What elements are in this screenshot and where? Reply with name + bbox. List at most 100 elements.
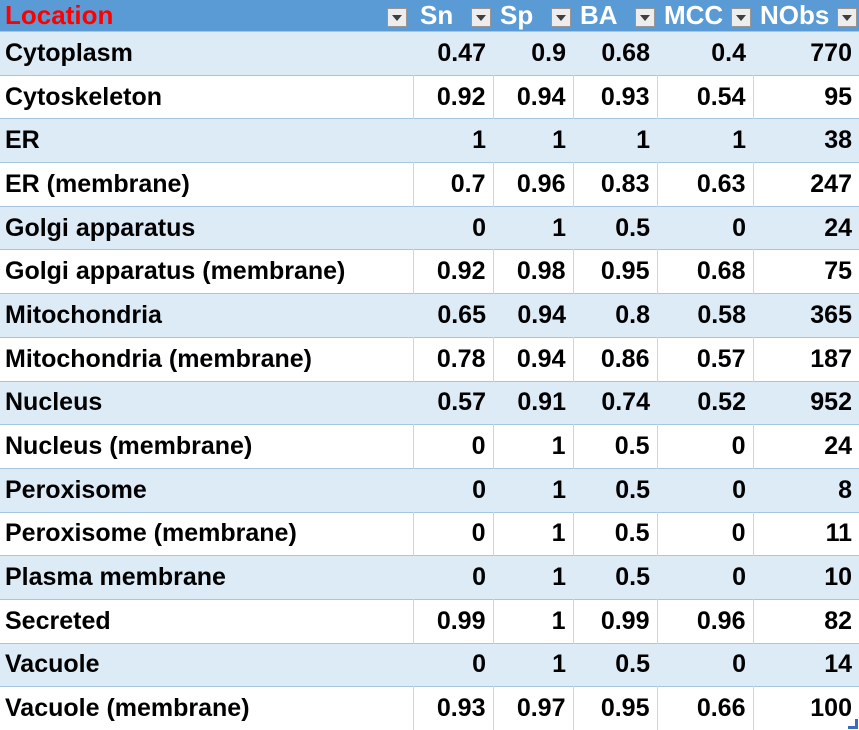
cell-nobs[interactable]: 95	[753, 74, 859, 119]
cell-ba[interactable]: 0.95	[573, 686, 658, 730]
cell-mcc[interactable]: 0.58	[657, 293, 753, 338]
cell-mcc[interactable]: 0	[657, 511, 754, 556]
cell-ba[interactable]: 0.5	[573, 642, 657, 687]
cell-sn[interactable]: 0	[413, 555, 493, 600]
cell-sn[interactable]: 0.92	[413, 74, 494, 119]
cell-sp[interactable]: 1	[493, 205, 573, 250]
cell-location[interactable]: Mitochondria	[0, 293, 413, 338]
cell-nobs[interactable]: 38	[753, 118, 859, 163]
filter-dropdown-button-sp[interactable]	[551, 8, 571, 27]
column-header-sp[interactable]: Sp	[493, 0, 573, 32]
cell-mcc[interactable]: 0	[657, 467, 753, 513]
cell-ba[interactable]: 0.5	[573, 424, 658, 469]
table-resize-handle[interactable]	[848, 719, 858, 729]
column-header-ba[interactable]: BA	[573, 0, 657, 32]
cell-sp[interactable]: 0.97	[493, 686, 574, 730]
cell-sn[interactable]: 0.65	[413, 293, 493, 338]
cell-ba[interactable]: 0.5	[573, 555, 657, 600]
cell-location[interactable]: Golgi apparatus (membrane)	[0, 249, 414, 294]
cell-location[interactable]: Cytoplasm	[0, 31, 413, 76]
cell-ba[interactable]: 0.99	[573, 598, 658, 644]
cell-sn[interactable]: 0	[413, 424, 494, 469]
cell-ba[interactable]: 0.95	[573, 249, 658, 294]
cell-nobs[interactable]: 187	[753, 336, 859, 381]
cell-nobs[interactable]: 8	[753, 467, 859, 513]
cell-sp[interactable]: 0.94	[493, 336, 574, 381]
cell-location[interactable]: Nucleus	[0, 380, 413, 425]
cell-sp[interactable]: 0.91	[493, 380, 573, 425]
cell-ba[interactable]: 0.68	[573, 31, 657, 76]
cell-sp[interactable]: 0.96	[493, 162, 574, 207]
cell-location[interactable]: Vacuole (membrane)	[0, 686, 414, 730]
cell-nobs[interactable]: 247	[753, 162, 859, 207]
cell-ba[interactable]: 0.83	[573, 162, 658, 207]
cell-nobs[interactable]: 75	[753, 249, 859, 294]
cell-location[interactable]: Mitochondria (membrane)	[0, 336, 414, 381]
cell-location[interactable]: Vacuole	[0, 642, 413, 687]
cell-nobs[interactable]: 365	[753, 293, 859, 338]
cell-location[interactable]: Cytoskeleton	[0, 74, 414, 119]
cell-sn[interactable]: 0.78	[413, 336, 494, 381]
cell-location[interactable]: Peroxisome (membrane)	[0, 511, 414, 556]
cell-location[interactable]: Golgi apparatus	[0, 205, 413, 250]
cell-sn[interactable]: 1	[413, 118, 493, 163]
cell-sn[interactable]: 0.99	[413, 598, 494, 644]
column-header-nobs[interactable]: NObs	[753, 0, 859, 32]
column-header-mcc[interactable]: MCC	[657, 0, 753, 32]
cell-nobs[interactable]: 11	[753, 511, 859, 556]
cell-sp[interactable]: 0.94	[493, 74, 574, 119]
cell-sn[interactable]: 0.93	[413, 686, 494, 730]
cell-sp[interactable]: 1	[493, 642, 573, 687]
filter-dropdown-button-ba[interactable]	[635, 8, 655, 27]
filter-dropdown-button-location[interactable]	[387, 8, 407, 27]
cell-sp[interactable]: 1	[493, 598, 574, 644]
cell-mcc[interactable]: 0.52	[657, 380, 753, 425]
cell-location[interactable]: ER	[0, 118, 413, 163]
cell-ba[interactable]: 1	[573, 118, 657, 163]
cell-sn[interactable]: 0.57	[413, 380, 493, 425]
cell-location[interactable]: Plasma membrane	[0, 555, 413, 600]
cell-sn[interactable]: 0	[413, 205, 493, 250]
cell-mcc[interactable]: 0.96	[657, 598, 754, 644]
cell-sp[interactable]: 1	[493, 511, 574, 556]
cell-mcc[interactable]: 1	[657, 118, 753, 163]
cell-nobs[interactable]: 82	[753, 598, 859, 644]
cell-nobs[interactable]: 24	[753, 424, 859, 469]
cell-sn[interactable]: 0.7	[413, 162, 494, 207]
cell-sp[interactable]: 0.9	[493, 31, 573, 76]
cell-mcc[interactable]: 0	[657, 642, 753, 687]
column-header-sn[interactable]: Sn	[413, 0, 493, 32]
cell-sp[interactable]: 1	[493, 555, 573, 600]
cell-nobs[interactable]: 952	[753, 380, 859, 425]
cell-location[interactable]: Nucleus (membrane)	[0, 424, 414, 469]
cell-location[interactable]: Peroxisome	[0, 467, 413, 513]
filter-dropdown-button-mcc[interactable]	[731, 8, 751, 27]
cell-location[interactable]: Secreted	[0, 598, 414, 644]
cell-nobs[interactable]: 14	[753, 642, 859, 687]
cell-mcc[interactable]: 0.63	[657, 162, 754, 207]
cell-mcc[interactable]: 0.57	[657, 336, 754, 381]
column-header-location[interactable]: Location	[0, 0, 413, 32]
cell-mcc[interactable]: 0.54	[657, 74, 754, 119]
cell-sn[interactable]: 0.92	[413, 249, 494, 294]
cell-nobs[interactable]: 100	[753, 686, 859, 730]
cell-mcc[interactable]: 0.66	[657, 686, 754, 730]
cell-location[interactable]: ER (membrane)	[0, 162, 414, 207]
cell-sp[interactable]: 0.94	[493, 293, 573, 338]
cell-nobs[interactable]: 10	[753, 555, 859, 600]
cell-sp[interactable]: 0.98	[493, 249, 574, 294]
filter-dropdown-button-nobs[interactable]	[837, 8, 857, 27]
cell-mcc[interactable]: 0	[657, 424, 754, 469]
cell-nobs[interactable]: 24	[753, 205, 859, 250]
cell-mcc[interactable]: 0	[657, 555, 753, 600]
cell-ba[interactable]: 0.5	[573, 467, 657, 513]
cell-sn[interactable]: 0	[413, 511, 494, 556]
cell-sn[interactable]: 0.47	[413, 31, 493, 76]
cell-ba[interactable]: 0.74	[573, 380, 657, 425]
cell-mcc[interactable]: 0.4	[657, 31, 753, 76]
cell-ba[interactable]: 0.5	[573, 511, 658, 556]
filter-dropdown-button-sn[interactable]	[471, 8, 491, 27]
cell-nobs[interactable]: 770	[753, 31, 859, 76]
cell-ba[interactable]: 0.93	[573, 74, 658, 119]
cell-sn[interactable]: 0	[413, 642, 493, 687]
